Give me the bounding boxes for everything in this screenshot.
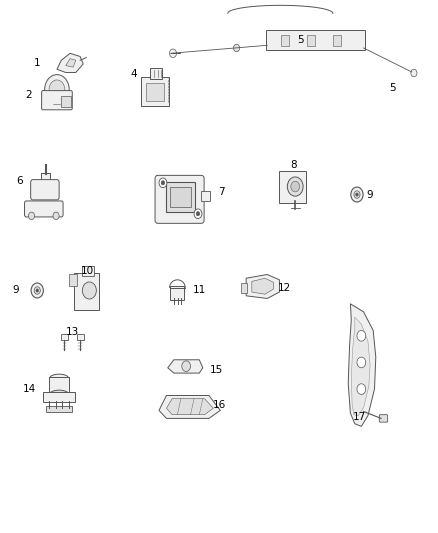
Text: 1: 1: [34, 58, 41, 68]
Text: 16: 16: [212, 400, 226, 410]
FancyBboxPatch shape: [307, 35, 315, 46]
Circle shape: [357, 384, 366, 394]
Circle shape: [31, 283, 43, 298]
Text: 5: 5: [297, 35, 304, 45]
FancyBboxPatch shape: [281, 35, 289, 46]
Text: 2: 2: [25, 90, 32, 100]
Ellipse shape: [49, 374, 69, 383]
FancyBboxPatch shape: [49, 377, 69, 395]
Circle shape: [354, 191, 360, 198]
Text: 6: 6: [16, 176, 23, 186]
Text: 12: 12: [278, 283, 291, 293]
Text: 8: 8: [290, 160, 297, 170]
Circle shape: [161, 181, 165, 185]
FancyBboxPatch shape: [25, 201, 63, 217]
FancyBboxPatch shape: [155, 175, 204, 223]
Circle shape: [53, 212, 59, 220]
Text: 7: 7: [218, 187, 225, 197]
FancyBboxPatch shape: [42, 91, 72, 110]
FancyBboxPatch shape: [82, 266, 94, 276]
Circle shape: [291, 181, 300, 192]
Polygon shape: [57, 53, 83, 72]
Polygon shape: [351, 317, 370, 416]
Text: 9: 9: [12, 286, 19, 295]
Circle shape: [194, 209, 202, 219]
Circle shape: [45, 75, 69, 104]
Circle shape: [357, 330, 366, 341]
Text: 11: 11: [193, 286, 206, 295]
Circle shape: [356, 193, 358, 196]
Text: 17: 17: [353, 412, 366, 422]
Polygon shape: [252, 278, 274, 294]
FancyBboxPatch shape: [333, 35, 341, 46]
Polygon shape: [168, 360, 203, 373]
Circle shape: [170, 49, 177, 58]
FancyBboxPatch shape: [241, 283, 247, 293]
Polygon shape: [166, 399, 213, 415]
FancyBboxPatch shape: [170, 286, 184, 300]
FancyBboxPatch shape: [43, 392, 75, 402]
FancyBboxPatch shape: [150, 68, 162, 79]
Ellipse shape: [49, 390, 69, 399]
Circle shape: [159, 178, 167, 188]
Circle shape: [351, 187, 363, 202]
FancyBboxPatch shape: [31, 180, 59, 200]
Polygon shape: [159, 395, 220, 418]
FancyBboxPatch shape: [41, 173, 50, 184]
Ellipse shape: [39, 182, 52, 188]
FancyBboxPatch shape: [46, 406, 72, 412]
FancyBboxPatch shape: [379, 415, 388, 422]
Text: 14: 14: [23, 384, 36, 394]
Text: 5: 5: [389, 83, 396, 93]
Circle shape: [82, 282, 96, 299]
Text: 15: 15: [210, 366, 223, 375]
Polygon shape: [66, 59, 76, 67]
Text: 4: 4: [130, 69, 137, 78]
FancyBboxPatch shape: [166, 182, 195, 212]
Circle shape: [357, 357, 366, 368]
FancyBboxPatch shape: [170, 187, 191, 207]
FancyBboxPatch shape: [69, 274, 77, 286]
Circle shape: [34, 287, 40, 294]
Text: 10: 10: [81, 266, 94, 276]
Text: 13: 13: [66, 327, 79, 336]
FancyBboxPatch shape: [77, 334, 84, 340]
FancyBboxPatch shape: [201, 191, 210, 201]
FancyBboxPatch shape: [146, 83, 164, 101]
Polygon shape: [246, 274, 279, 298]
Circle shape: [36, 289, 39, 292]
Circle shape: [28, 212, 35, 220]
FancyBboxPatch shape: [279, 171, 306, 203]
Circle shape: [182, 361, 191, 372]
Circle shape: [233, 44, 240, 52]
FancyBboxPatch shape: [61, 96, 71, 107]
FancyBboxPatch shape: [74, 273, 99, 310]
Text: 9: 9: [367, 190, 374, 199]
FancyBboxPatch shape: [141, 77, 169, 106]
FancyBboxPatch shape: [266, 30, 365, 50]
Polygon shape: [348, 304, 376, 426]
Circle shape: [411, 69, 417, 77]
Circle shape: [196, 212, 200, 216]
FancyBboxPatch shape: [61, 334, 68, 340]
Circle shape: [287, 177, 303, 196]
Circle shape: [49, 80, 65, 99]
